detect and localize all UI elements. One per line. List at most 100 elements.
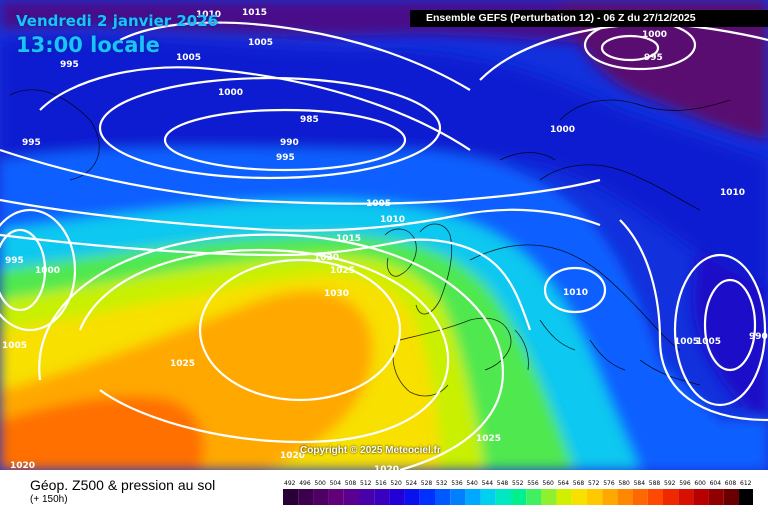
pressure-label: 1015 xyxy=(336,234,361,244)
pressure-label: 1005 xyxy=(696,337,721,347)
scale-swatch xyxy=(526,489,542,505)
scale-swatch xyxy=(647,489,663,505)
scale-swatch xyxy=(495,489,511,505)
pressure-label: 990 xyxy=(280,138,299,148)
scale-tick-label: 516 xyxy=(375,480,387,487)
pressure-label: 1025 xyxy=(170,359,195,369)
pressure-label: 995 xyxy=(22,138,41,148)
scale-swatch xyxy=(587,489,603,505)
scale-swatch xyxy=(708,489,724,505)
copyright: Copyright © 2025 Meteociel.fr xyxy=(300,445,441,456)
scale-tick-label: 536 xyxy=(451,480,463,487)
scale-tick-label: 608 xyxy=(725,480,737,487)
scale-swatch xyxy=(632,489,648,505)
scale-swatch xyxy=(693,489,709,505)
pressure-label: 1020 xyxy=(10,461,35,470)
pressure-label: 985 xyxy=(300,115,319,125)
isobar-1005-low xyxy=(119,21,471,91)
scale-tick-label: 512 xyxy=(360,480,372,487)
isobar-1015 xyxy=(0,233,532,331)
scale-swatch xyxy=(328,489,344,505)
isobar-1030 xyxy=(198,258,402,402)
legend-title: Géop. Z500 & pression au sol xyxy=(30,477,216,493)
pressure-label: 995 xyxy=(60,60,79,70)
pressure-label: 1005 xyxy=(176,53,201,63)
pressure-label: 1010 xyxy=(196,10,221,20)
pressure-label: 1010 xyxy=(720,188,745,198)
scale-swatch xyxy=(602,489,618,505)
scale-swatch xyxy=(541,489,557,505)
isobar-1005 xyxy=(0,148,601,205)
scale-swatch xyxy=(343,489,359,505)
scale-swatch xyxy=(298,489,314,505)
scale-swatch xyxy=(374,489,390,505)
pressure-label: 1025 xyxy=(330,266,355,276)
scale-tick-label: 604 xyxy=(710,480,722,487)
scale-swatch xyxy=(571,489,587,505)
scale-swatch xyxy=(723,489,739,505)
isobar-1025 xyxy=(78,248,450,444)
scale-tick-label: 596 xyxy=(679,480,691,487)
isobar-995-west xyxy=(0,228,47,312)
forecast-date: Vendredi 2 janvier 2026 xyxy=(16,12,219,30)
isobar-1020 xyxy=(38,233,504,470)
color-scale: 492 496 500 504 508 512 516 520 524 528 532 536 540 5… xyxy=(283,480,753,505)
scale-swatch xyxy=(435,489,451,505)
pressure-label: 1000 xyxy=(550,125,575,135)
weather-map: 1010 1015 1005 995 1005 1000 1000 995 1000 985 990… xyxy=(0,0,768,470)
pressure-label: 1020 xyxy=(280,451,305,461)
pressure-label: 1000 xyxy=(218,88,243,98)
scale-swatch xyxy=(480,489,496,505)
pressure-label: 1020 xyxy=(374,465,399,470)
scale-tick-label: 588 xyxy=(649,480,661,487)
scale-tick-label: 592 xyxy=(664,480,676,487)
isobar-1010-centre xyxy=(543,266,607,314)
scale-swatch xyxy=(283,489,299,505)
scale-tick-label: 524 xyxy=(406,480,418,487)
pressure-label: 1005 xyxy=(674,337,699,347)
isobars: 1010 1015 1005 995 1005 1000 1000 995 1000 985 990… xyxy=(0,8,768,470)
isobar-1010-east xyxy=(619,219,768,422)
scale-swatch xyxy=(739,489,753,505)
scale-swatch xyxy=(556,489,572,505)
scale-swatch xyxy=(313,489,329,505)
scale-tick-label: 500 xyxy=(314,480,326,487)
pressure-labels: 1010 1015 1005 995 1005 1000 1000 995 1000 985 990… xyxy=(2,8,768,470)
isobar-1005-east xyxy=(673,253,767,407)
pressure-label: 990 xyxy=(749,332,768,342)
scale-tick-label: 556 xyxy=(527,480,539,487)
scale-tick-label: 544 xyxy=(482,480,494,487)
scale-tick-label: 560 xyxy=(542,480,554,487)
pressure-label: 995 xyxy=(5,256,24,266)
pressure-label: 1005 xyxy=(2,341,27,351)
isobar-985-990 xyxy=(163,108,407,172)
scale-tick-label: 576 xyxy=(603,480,615,487)
isobar-1000-west xyxy=(0,208,77,332)
pressure-label: 1020 xyxy=(314,253,339,263)
pressure-label: 1005 xyxy=(366,199,391,209)
pressure-label: 1005 xyxy=(248,38,273,48)
scale-swatch xyxy=(678,489,694,505)
pressure-label: 1030 xyxy=(324,289,349,299)
scale-swatch xyxy=(465,489,481,505)
scale-tick-label: 528 xyxy=(421,480,433,487)
scale-tick-label: 564 xyxy=(558,480,570,487)
scale-swatch xyxy=(450,489,466,505)
scale-swatch xyxy=(419,489,435,505)
isobar-1010 xyxy=(0,198,601,232)
pressure-label: 995 xyxy=(644,53,663,63)
scale-swatch xyxy=(389,489,405,505)
pressure-label: 1000 xyxy=(35,266,60,276)
scale-tick-label: 552 xyxy=(512,480,524,487)
scale-tick-label: 568 xyxy=(573,480,585,487)
scale-swatch xyxy=(511,489,527,505)
scale-swatch xyxy=(404,489,420,505)
pressure-label: 1000 xyxy=(642,30,667,40)
scale-tick-label: 548 xyxy=(497,480,509,487)
scale-tick-label: 508 xyxy=(345,480,357,487)
isobar-990-east xyxy=(703,278,757,372)
legend-subtitle: (+ 150h) xyxy=(30,494,68,505)
pressure-label: 1010 xyxy=(380,215,405,225)
model-run-banner: Ensemble GEFS (Perturbation 12) - 06 Z d… xyxy=(410,10,768,27)
